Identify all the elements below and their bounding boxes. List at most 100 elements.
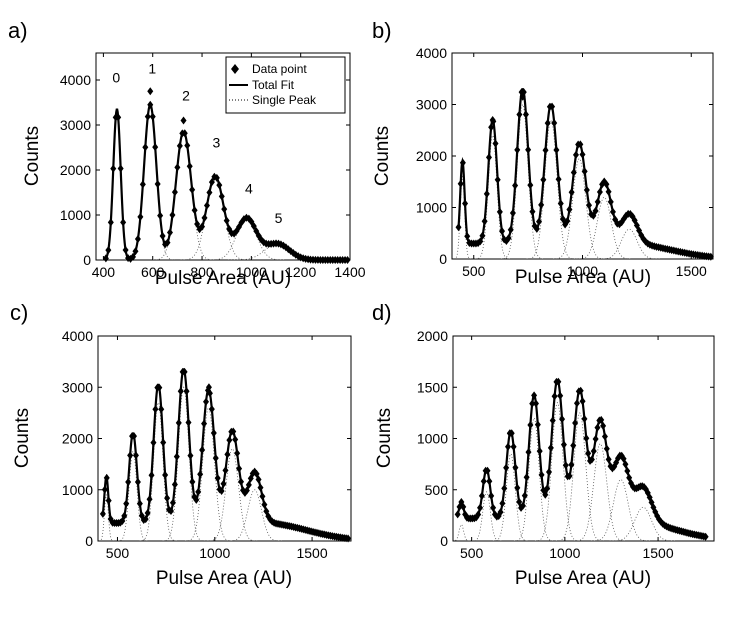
panel-b-data-point bbox=[489, 115, 496, 124]
legend-entry-total-fit: Total Fit bbox=[252, 78, 295, 92]
panel-d-ytick-label: 0 bbox=[440, 533, 448, 549]
panel-b-data-point bbox=[579, 150, 586, 159]
panel-a-data-point bbox=[147, 100, 154, 109]
panel-d-data-point bbox=[568, 460, 575, 469]
panel-b-xtick-label: 1000 bbox=[567, 263, 598, 279]
panel-c-letter: c) bbox=[10, 300, 28, 325]
panel-d-data-point bbox=[603, 444, 610, 453]
panel-a-data-point bbox=[213, 173, 220, 182]
panel-d-data-point bbox=[499, 499, 506, 508]
panel-c-data-point bbox=[193, 495, 200, 504]
panel-a-ytick-label: 4000 bbox=[60, 72, 91, 88]
peak-label-1: 1 bbox=[148, 60, 156, 76]
panel-b-xtick-label: 500 bbox=[462, 263, 486, 279]
panel-a-data-point bbox=[186, 162, 193, 171]
panel-b-data-point bbox=[477, 237, 484, 246]
panel-b-data-point bbox=[483, 189, 490, 198]
panel-a-data-point bbox=[184, 141, 191, 150]
panel-a-data-point bbox=[107, 218, 114, 227]
panel-d-data-point bbox=[555, 377, 562, 386]
panel-b-data-point bbox=[609, 207, 616, 216]
panel-b-data-point bbox=[549, 102, 556, 111]
panel-a-axes-box bbox=[95, 52, 351, 261]
panel-c-data-point bbox=[150, 438, 157, 447]
panel-d-data-point bbox=[601, 432, 608, 441]
panel-b-ytick-label: 0 bbox=[439, 251, 447, 267]
panel-b-data-point bbox=[525, 145, 532, 154]
panel-d-data-point bbox=[592, 435, 599, 444]
panel-c-single-peak-6 bbox=[227, 489, 282, 541]
panel-a-data-point bbox=[149, 112, 156, 121]
panel-c-data-point bbox=[222, 466, 229, 475]
panel-b-data-point bbox=[529, 207, 536, 216]
panel-c-data-point bbox=[131, 432, 137, 441]
panel-b-ylabel: Counts bbox=[372, 126, 393, 186]
panel-c-ytick-label: 2000 bbox=[62, 431, 93, 447]
panel-a-data-point bbox=[137, 212, 144, 221]
panel-b-data-point bbox=[592, 206, 599, 215]
panel-c-ylabel: Counts bbox=[12, 408, 33, 468]
panel-a-ytick-label: 0 bbox=[83, 252, 91, 268]
panel-c-data-point bbox=[210, 429, 217, 438]
panel-c-data-point bbox=[99, 509, 106, 518]
panel-d-data-point bbox=[557, 391, 564, 400]
panel-a-data-point bbox=[144, 112, 151, 121]
peak-label-3: 3 bbox=[212, 135, 220, 151]
panel-a-data-point bbox=[250, 222, 257, 231]
panel-d-data-point bbox=[542, 490, 549, 499]
panel-a-single-peak-2 bbox=[152, 131, 215, 260]
panel-c-data-point bbox=[101, 485, 108, 494]
panel-a-xtick-label: 1000 bbox=[236, 264, 267, 280]
panel-a-xtick-label: 1200 bbox=[285, 264, 316, 280]
panel-b-ytick-label: 1000 bbox=[416, 200, 447, 216]
panel-d-data-point bbox=[579, 397, 586, 406]
panel-d-data-point bbox=[529, 399, 536, 408]
panel-d-data-point bbox=[549, 416, 556, 425]
panel-c-single-peak-1 bbox=[117, 450, 149, 541]
panel-b-data-point bbox=[496, 207, 503, 216]
panel-d-data-point bbox=[488, 491, 495, 500]
panel-a-data-point bbox=[164, 238, 171, 247]
panel-b-single-peak-6 bbox=[597, 228, 661, 259]
panel-a-letter: a) bbox=[8, 18, 28, 43]
panel-d-single-peak-6 bbox=[574, 443, 627, 541]
legend-box bbox=[225, 56, 346, 114]
panel-c-data-point bbox=[203, 397, 210, 406]
panel-c-data-point bbox=[121, 511, 128, 520]
panel-a-single-peak-1 bbox=[125, 104, 175, 260]
panel-a-data-point bbox=[181, 129, 188, 138]
panel-c-xtick-label: 500 bbox=[106, 545, 130, 561]
legend: Data point Total Fit Single Peak bbox=[225, 56, 346, 114]
panel-b-single-peak-3 bbox=[526, 119, 576, 259]
panel-d-data-point bbox=[497, 508, 504, 517]
panel-b-data-point bbox=[540, 175, 547, 184]
panel-d: d) 500 1000 1500 0 500 1000 1500 2000 Pulse Are… bbox=[372, 300, 715, 589]
panel-b-data-point bbox=[583, 185, 590, 194]
panel-b: b) 500 1000 1500 0 1000 2000 3000 4000 Pulse Ar… bbox=[372, 18, 714, 288]
panel-d-data-point bbox=[702, 532, 709, 541]
panel-c-data-point bbox=[236, 464, 243, 473]
panel-b-data-point bbox=[542, 146, 549, 155]
panel-d-data-point bbox=[514, 483, 521, 492]
panel-c-ytick-label: 1000 bbox=[62, 482, 93, 498]
panel-b-data-point bbox=[481, 217, 488, 226]
panel-b-single-peak-2 bbox=[500, 103, 545, 259]
panel-c-data-point bbox=[164, 494, 171, 503]
panel-a-data-point bbox=[115, 113, 122, 122]
panel-b-letter: b) bbox=[372, 18, 392, 43]
panel-d-data-point bbox=[475, 510, 482, 519]
panel-d-data-point bbox=[531, 391, 538, 400]
panel-a-ytick-label: 2000 bbox=[60, 162, 91, 178]
panel-b-single-peak-4 bbox=[553, 158, 606, 259]
panel-c-xtick-label: 1000 bbox=[199, 545, 230, 561]
panel-b-xtick-label: 1500 bbox=[676, 263, 707, 279]
panel-a-data-point bbox=[159, 232, 166, 240]
panel-d-data-point bbox=[581, 414, 588, 423]
panel-b-data-point bbox=[572, 150, 579, 159]
panel-a-ylabel: Counts bbox=[22, 126, 43, 186]
panel-a-data-point bbox=[166, 228, 173, 237]
panel-d-data-point bbox=[551, 392, 558, 401]
panel-a-data-point bbox=[132, 247, 139, 256]
panel-a-xtick-label: 600 bbox=[141, 264, 165, 280]
